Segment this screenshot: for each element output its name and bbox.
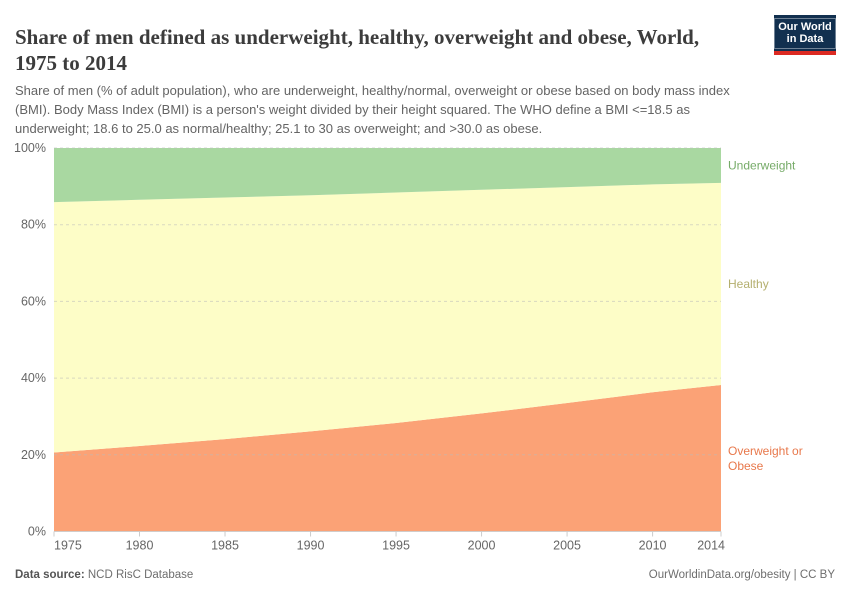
owid-logo-line1: Our World xyxy=(778,20,832,33)
x-axis-label-1990: 1990 xyxy=(297,539,325,553)
credit-line: OurWorldinData.org/obesity | CC BY xyxy=(648,569,835,581)
x-axis-label-2014: 2014 xyxy=(697,539,725,553)
y-axis-label-100: 100% xyxy=(14,141,46,155)
x-axis-label-2000: 2000 xyxy=(468,539,496,553)
chart-subtitle: Share of men (% of adult population), wh… xyxy=(15,83,730,136)
y-axis-label-40: 40% xyxy=(21,371,46,385)
x-axis-label-1980: 1980 xyxy=(126,539,154,553)
series-label-overweight-or-obese: Overweight or Obese xyxy=(728,444,803,473)
data-source-value: NCD RisC Database xyxy=(87,569,194,581)
x-axis-label-2010: 2010 xyxy=(639,539,667,553)
x-axis-label-1985: 1985 xyxy=(211,539,239,553)
area-underweight[interactable] xyxy=(54,148,721,203)
page-title: Share of men defined as underweight, hea… xyxy=(15,25,700,76)
y-axis-label-20: 20% xyxy=(21,448,46,462)
owid-logo-line2: in Data xyxy=(786,33,824,45)
y-axis-label-60: 60% xyxy=(21,294,46,308)
data-source: Data source: NCD RisC Database xyxy=(15,569,193,581)
owid-logo-red-bar xyxy=(774,51,836,55)
area-overweight-or-obese[interactable] xyxy=(54,385,721,532)
owid-logo[interactable]: Our World in Data xyxy=(774,15,836,55)
x-axis-label-1995: 1995 xyxy=(382,539,410,553)
series-label-underweight: Underweight xyxy=(728,158,796,172)
chart-footer: Data source: NCD RisC Database OurWorldi… xyxy=(15,569,835,581)
x-axis-label-2005: 2005 xyxy=(553,539,581,553)
owid-logo-box: Our World in Data xyxy=(774,15,836,51)
y-axis-label-80: 80% xyxy=(21,218,46,232)
x-axis-label-1975: 1975 xyxy=(54,539,82,553)
series-label-healthy: Healthy xyxy=(728,277,769,291)
owid-logo-text: Our World in Data xyxy=(774,17,836,49)
area-healthy[interactable] xyxy=(54,182,721,453)
data-source-label: Data source: xyxy=(15,569,85,581)
y-axis-label-0: 0% xyxy=(28,525,46,539)
stacked-area-chart: 0% 20% 40% 60% 80% 100% 1975 1980 1985 1990 1995 20… xyxy=(14,141,803,553)
